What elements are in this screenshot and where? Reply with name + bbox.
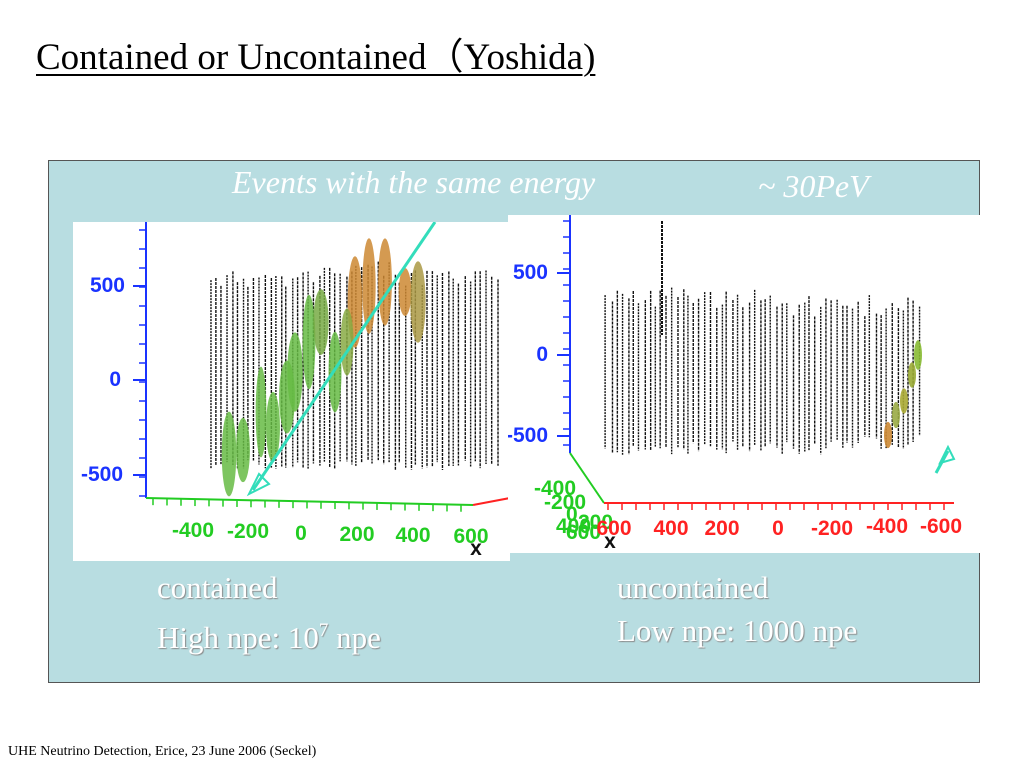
uncontained-label: uncontained [617, 570, 769, 605]
hit-cluster [328, 331, 342, 413]
hit-cluster [236, 417, 250, 483]
right-x-tick: 400 [653, 517, 688, 540]
left-x-tick: 200 [339, 523, 374, 546]
uncontained-npe: Low npe: 1000 npe [617, 613, 858, 648]
slide-footer: UHE Neutrino Detection, Erice, 23 June 2… [8, 744, 317, 759]
left-x-tick: 400 [395, 524, 430, 547]
contained-label: contained [157, 570, 278, 605]
hit-cluster [302, 294, 316, 390]
left-x-tick: 600 [453, 525, 488, 548]
right-x-tick: 200 [704, 517, 739, 540]
left-x-axis-green [145, 497, 474, 506]
right-depth-tick: -400 [534, 477, 576, 500]
left-x-axis-letter: x [470, 537, 482, 560]
right-depth-axis [569, 452, 605, 504]
hit-cluster [266, 392, 280, 462]
hit-cluster [914, 340, 922, 370]
contained-event-display: 500 0 -500 -400 -200 0 200 400 600 x [73, 222, 510, 561]
left-x-minor-ticks [152, 498, 462, 512]
slide-title: Contained or Uncontained（Yoshida) [36, 37, 596, 78]
right-y-minor-ticks [563, 220, 570, 446]
right-x-tick: -200 [811, 517, 853, 540]
uncontained-event-display: 500 0 -500 -400 -200 0 200 400 600 600 4… [508, 215, 980, 553]
left-muon-track [251, 222, 437, 491]
right-depth-tick: 400 [556, 515, 591, 538]
figure-subtitle: Events with the same energy [232, 164, 596, 200]
hit-cluster [279, 360, 295, 434]
right-depth-tick: 600 [566, 521, 601, 544]
uncontained-caption: uncontained Low npe: 1000 npe [617, 566, 857, 652]
left-y-tick: 500 [90, 274, 125, 297]
hit-cluster [908, 362, 916, 388]
right-depth-tick: 200 [578, 511, 613, 534]
hit-cluster [313, 289, 329, 355]
left-x-tick: -200 [227, 520, 269, 543]
hit-cluster [892, 401, 900, 429]
left-y-tick: -500 [81, 463, 123, 486]
right-depth-tick: -200 [544, 491, 586, 514]
right-x-tick: 0 [772, 517, 784, 540]
left-x-tick: -400 [172, 519, 214, 542]
energy-label: ~ 30PeV [758, 168, 869, 204]
left-x-tick: 0 [295, 522, 307, 545]
left-y-minor-ticks [139, 229, 146, 497]
right-hit-clusters [884, 340, 922, 449]
right-x-tick: -400 [866, 515, 908, 538]
right-y-tick: -500 [508, 424, 548, 447]
right-y-tick: 500 [513, 261, 548, 284]
hit-cluster [398, 268, 412, 316]
hit-cluster [340, 308, 354, 376]
hit-cluster [410, 261, 426, 343]
contained-caption: contained High npe: 107 npe [157, 566, 381, 659]
right-y-tick: 0 [536, 343, 548, 366]
hit-cluster [221, 411, 237, 497]
hit-cluster [362, 238, 376, 334]
hit-cluster [378, 238, 392, 326]
right-detector-strings [604, 221, 921, 455]
right-x-tick: 600 [596, 517, 631, 540]
hit-cluster [884, 421, 892, 449]
right-x-axis-letter: x [604, 530, 616, 553]
left-track-arrow [246, 472, 271, 497]
hit-cluster [900, 388, 908, 414]
right-x-tick: -600 [920, 515, 962, 538]
left-x-axis-red [472, 497, 510, 506]
left-y-tick: 0 [109, 368, 121, 391]
right-x-minor-ticks [607, 503, 945, 510]
right-track-arrow [938, 444, 956, 465]
right-depth-tick: 0 [566, 503, 578, 526]
hit-cluster [255, 366, 267, 458]
contained-npe: High npe: 107 npe [157, 620, 381, 655]
